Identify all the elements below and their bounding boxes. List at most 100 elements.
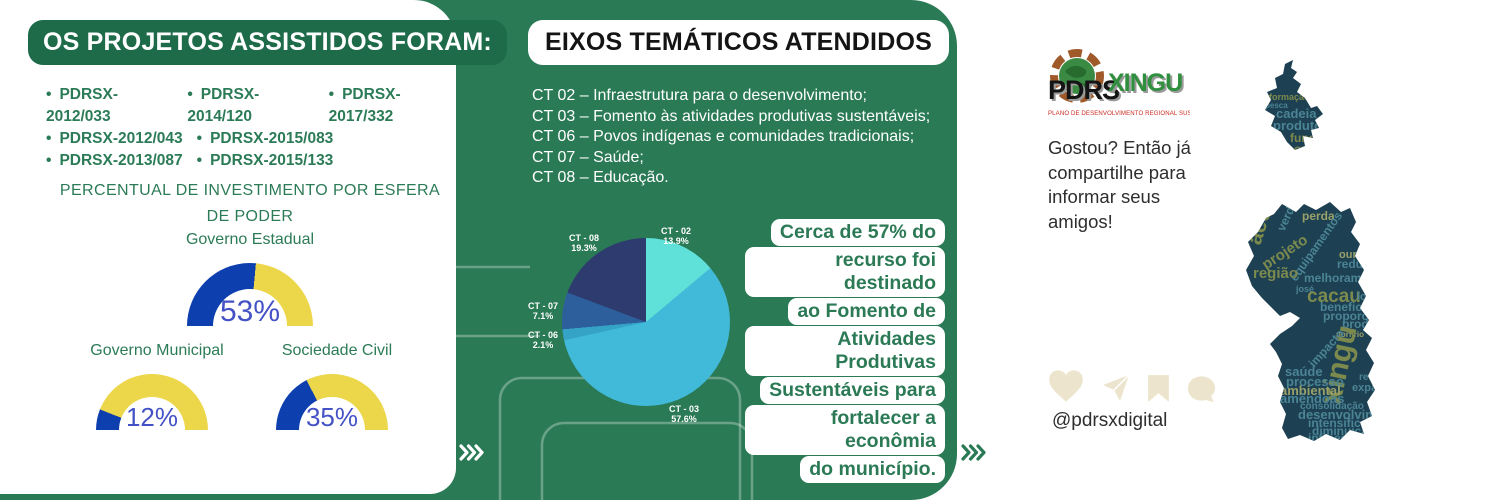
project-code: PDRSX-2014/120 [187,84,314,128]
small-wordcloud-map: formação pesca cadeia produto função ono… [1265,60,1337,156]
map-word: processo [1286,374,1344,389]
thematic-axes-list: CT 02 – Infraestrutura para o desenvolvi… [532,86,940,189]
logo-xingu-text: XINGU [1108,69,1182,97]
callout-line: fortalecer a econômia [745,405,945,455]
message-line: Gostou? Então já [1048,137,1191,158]
logo-tagline: PLANO DE DESENVOLVIMENTO REGIONAL SUSTEN… [1048,110,1190,117]
map-word: proporcionar [1323,309,1388,323]
logo-pdrs-text: PDRS [1048,75,1119,105]
pie-label-name: CT - 07 [527,301,558,311]
map-word: porfírio [1336,330,1364,339]
gauge-label-municipal: Governo Municipal [90,342,224,359]
pie-label-ct03: CT - 03 57.6% [656,404,712,424]
gauge-label-civil: Sociedade Civil [281,342,393,359]
gauge-sociedade-civil: 35% [276,374,388,430]
bookmark-icon[interactable] [1146,373,1171,404]
map-word: consolidação [1300,401,1364,412]
pie-chart [562,238,730,406]
list-item-ct08: CT 08 – Educação. [532,169,669,186]
pie-label-pct: 57.6% [671,414,697,424]
project-code: PDRSX-2017/332 [329,84,456,128]
investment-subtitle: PERCENTUAL DE INVESTIMENTO POR ESFERA DE… [20,178,480,230]
pie-label-name: CT - 08 [568,233,599,243]
map-word: saúde [1285,364,1323,379]
gauge-governo-estadual: 53% [187,263,313,326]
message-line: compartilhe para [1048,161,1186,183]
share-message: Gostou? Então já compartilhe para inform… [1048,136,1191,234]
pie-label-name: CT - 06 [527,330,558,340]
gauge-governo-municipal: 12% [96,374,208,430]
map-word: ambiental [1280,383,1341,398]
list-item-ct02: CT 02 – Infraestrutura para o desenvolvi… [532,87,867,104]
message-line: amigos! [1048,210,1113,232]
list-item-ct06: CT 06 – Povos indígenas e comunidades tr… [532,128,915,145]
map-word: josé [1295,284,1314,294]
list-item-ct03: CT 03 – Fomento às atividades produtivas… [532,107,931,125]
pie-label-name: CT - 02 [660,226,691,236]
subtitle-line1: PERCENTUAL DE INVESTIMENTO POR ESFERA [59,182,441,199]
project-row: PDRSX-2012/033 PDRSX-2014/120 PDRSX-2017… [46,84,456,128]
project-row: PDRSX-2013/087 PDRSX-2015/133 [46,150,456,172]
pdrs-xingu-logo: PDRS PDRS XINGU XINGU PLANO DE DESENVOLV… [1048,49,1190,117]
map-word: amêndoas [1280,391,1344,406]
gauge-label-estadual: Governo Estadual [185,231,315,248]
logo-xingu-shadow: XINGU [1110,71,1184,99]
left-panel-title: OS PROJETOS ASSISTIDOS FORAM: [28,20,507,65]
callout-line: Atividades Produtivas [745,326,945,376]
comment-icon[interactable] [1186,374,1217,404]
big-wordcloud-map: verde perda aec projeto equipamentos reg… [1246,202,1388,443]
pie-label-ct02: CT - 02 13.9% [648,226,704,246]
pie-label-name: CT - 03 [668,404,699,414]
map-word: produto [1273,118,1322,133]
map-word: expansão [1352,382,1388,394]
share-plane-icon[interactable] [1101,372,1131,404]
map-word: onomia [1294,142,1337,156]
project-code: PDRSX-2012/043 [46,128,182,150]
map-word: cadeia [1276,106,1317,121]
map-word: renda [1359,372,1387,383]
pie-label-ct08: CT - 08 19.3% [556,233,612,253]
callout-text: Cerca de 57% do recurso foi destinado ao… [745,219,945,484]
map-word: formação [1269,92,1310,102]
project-code: PDRSX-2015/083 [197,128,333,150]
pie-label-pct: 13.9% [663,236,689,246]
project-code-list: PDRSX-2012/033 PDRSX-2014/120 PDRSX-2017… [46,84,456,172]
gauge-value: 35% [305,402,359,430]
callout-line: Cerca de 57% do [770,219,945,246]
project-code: PDRSX-2012/033 [46,84,173,128]
list-item-ct07: CT 07 – Saúde; [532,148,644,166]
map-word: desenvolvimento [1298,407,1388,422]
middle-panel-title: EIXOS TEMÁTICOS ATENDIDOS [528,20,949,65]
map-word: intensificando [1308,416,1388,430]
gauge-value: 53% [219,295,281,326]
project-row: PDRSX-2012/043 PDRSX-2015/083 [46,128,456,150]
map-word: beneficiamento [1320,300,1388,314]
map-word: cacau [1307,286,1361,307]
next-chevrons-icon[interactable] [459,444,485,461]
project-code: PDRSX-2013/087 [46,150,182,172]
callout-line: Sustentáveis para [760,377,945,404]
callout-line: do município. [800,456,945,483]
map-word: pesca [1265,101,1288,110]
gauge-value: 12% [125,402,179,430]
map-word: infraestrutura [1308,431,1386,443]
heart-icon[interactable] [1046,368,1086,404]
social-icons-row [1046,368,1217,404]
pie-label-ct06: CT - 06 2.1% [518,330,568,350]
pie-label-pct: 19.3% [571,243,597,253]
map-word: região [1253,265,1298,282]
logo-pdrs-shadow: PDRS [1050,77,1121,107]
message-line: informar seus [1048,186,1161,207]
project-code: PDRSX-2015/133 [197,150,333,172]
map-word: melhoramento [1304,271,1387,285]
next-chevrons-icon[interactable] [961,444,987,461]
social-handle: @pdrsxdigital [1052,410,1168,431]
subtitle-line2: DE PODER [206,208,294,225]
pie-label-ct07: CT - 07 7.1% [518,301,568,321]
pie-label-pct: 2.1% [532,340,554,350]
left-panel-card: OS PROJETOS ASSISTIDOS FORAM: PDRSX-2012… [0,0,507,494]
map-word: perda [1302,209,1335,223]
callout-line: ao Fomento de [788,298,945,325]
pie-label-pct: 7.1% [532,311,554,321]
